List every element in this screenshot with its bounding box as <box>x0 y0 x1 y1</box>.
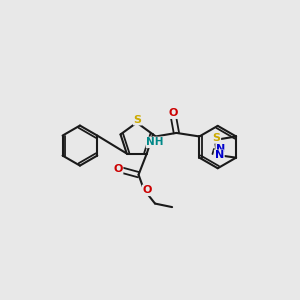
Text: NH: NH <box>146 137 164 147</box>
Text: O: O <box>143 185 152 195</box>
Text: S: S <box>134 115 142 125</box>
Text: N: N <box>216 144 225 154</box>
Text: S: S <box>212 133 220 143</box>
Text: N: N <box>215 150 224 160</box>
Text: O: O <box>113 164 123 174</box>
Text: O: O <box>169 108 178 118</box>
